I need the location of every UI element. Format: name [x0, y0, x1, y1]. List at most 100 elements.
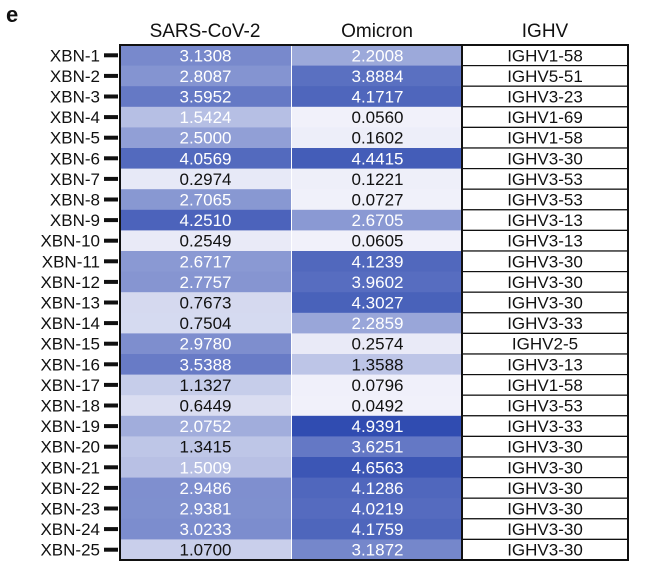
- heat-cell: [120, 189, 291, 211]
- heat-cell: [292, 477, 463, 499]
- cell-value: 1.1327: [180, 376, 232, 395]
- ighv-value: IGHV3-53: [507, 170, 583, 189]
- ighv-value: IGHV3-13: [507, 211, 583, 230]
- row-label: XBN-3: [50, 88, 100, 107]
- heat-cell: [120, 45, 291, 67]
- ighv-value: IGHV3-53: [507, 397, 583, 416]
- cell-value: 2.9780: [180, 335, 232, 354]
- ighv-value: IGHV3-33: [507, 417, 583, 436]
- cell-value: 2.8087: [180, 67, 232, 86]
- cell-value: 0.0560: [352, 108, 404, 127]
- row-label: XBN-10: [40, 232, 100, 251]
- heat-cell: [292, 374, 463, 396]
- cell-value: 4.1717: [352, 88, 404, 107]
- column-header-sars-cov-2: SARS-CoV-2: [149, 21, 261, 42]
- heat-cell: [120, 65, 291, 87]
- heat-cell: [292, 86, 463, 108]
- row-label: XBN-17: [40, 376, 100, 395]
- cell-value: 3.8884: [352, 67, 404, 86]
- row-label: XBN-13: [40, 294, 100, 313]
- ighv-value: IGHV3-30: [507, 252, 583, 271]
- heat-cell: [120, 415, 291, 437]
- heat-cell: [292, 457, 463, 479]
- row-label: XBN-5: [50, 129, 100, 148]
- cell-value: 4.1759: [352, 520, 404, 539]
- cell-value: 0.7673: [180, 294, 232, 313]
- heat-cell: [292, 189, 463, 211]
- ighv-value: IGHV1-58: [507, 376, 583, 395]
- cell-value: 1.5009: [180, 458, 232, 477]
- cell-value: 3.1872: [352, 541, 404, 560]
- ighv-value: IGHV2-5: [512, 335, 578, 354]
- cell-value: 2.5000: [180, 129, 232, 148]
- heat-cell: [120, 354, 291, 376]
- cell-value: 2.2859: [352, 314, 404, 333]
- cell-value: 4.0569: [180, 149, 232, 168]
- cell-value: 4.0219: [352, 500, 404, 519]
- cell-value: 0.2549: [180, 232, 232, 251]
- column-header-omicron: Omicron: [341, 21, 413, 42]
- cell-value: 0.2574: [352, 335, 404, 354]
- heat-cell: [292, 65, 463, 87]
- heat-cell: [120, 106, 291, 128]
- heat-cell: [292, 148, 463, 170]
- cell-value: 2.2008: [352, 46, 404, 65]
- column-header-ighv: IGHV: [521, 21, 569, 42]
- cell-value: 4.1239: [352, 252, 404, 271]
- heat-cell: [120, 333, 291, 355]
- cell-value: 4.2510: [180, 211, 232, 230]
- row-label: XBN-11: [42, 252, 100, 271]
- ighv-value: IGHV3-13: [507, 355, 583, 374]
- ighv-value: IGHV3-13: [507, 232, 583, 251]
- row-label: XBN-24: [40, 520, 100, 539]
- heat-cell: [292, 230, 463, 252]
- heat-cell: [120, 148, 291, 170]
- ighv-value: IGHV3-23: [507, 88, 583, 107]
- row-label: XBN-18: [40, 397, 100, 416]
- ighv-value: IGHV3-30: [507, 294, 583, 313]
- heat-cell: [120, 312, 291, 334]
- heat-cell: [120, 436, 291, 458]
- cell-value: 4.1286: [352, 479, 404, 498]
- ighv-value: IGHV3-30: [507, 438, 583, 457]
- heat-cell: [292, 395, 463, 417]
- ighv-value: IGHV3-30: [507, 479, 583, 498]
- heat-cell: [292, 498, 463, 520]
- heat-cell: [120, 251, 291, 273]
- row-label: XBN-2: [50, 67, 100, 86]
- ighv-value: IGHV3-30: [507, 149, 583, 168]
- cell-value: 0.0492: [352, 397, 404, 416]
- heat-cell: [292, 518, 463, 540]
- panel-label: e: [6, 2, 19, 27]
- ighv-value: IGHV5-51: [507, 67, 583, 86]
- row-label: XBN-21: [40, 458, 100, 477]
- cell-value: 2.7757: [180, 273, 232, 292]
- heat-cell: [120, 477, 291, 499]
- cell-value: 1.5424: [180, 108, 232, 127]
- cell-value: 3.0233: [180, 520, 232, 539]
- heat-cell: [292, 271, 463, 293]
- heat-cell: [292, 436, 463, 458]
- heat-cell: [120, 86, 291, 108]
- cell-value: 0.7504: [180, 314, 232, 333]
- cell-value: 4.6563: [352, 458, 404, 477]
- heat-cell: [120, 498, 291, 520]
- row-label: XBN-6: [50, 149, 100, 168]
- heat-cell: [120, 209, 291, 231]
- ighv-value: IGHV3-30: [507, 500, 583, 519]
- cell-value: 1.0700: [180, 541, 232, 560]
- ighv-value: IGHV3-53: [507, 191, 583, 210]
- cell-value: 3.5388: [180, 355, 232, 374]
- row-label: XBN-12: [40, 273, 100, 292]
- cell-value: 4.9391: [352, 417, 404, 436]
- heat-cell: [292, 209, 463, 231]
- heat-cell: [120, 457, 291, 479]
- cell-value: 4.3027: [352, 294, 404, 313]
- row-label: XBN-19: [40, 417, 100, 436]
- heat-cell: [120, 292, 291, 314]
- heat-cell: [292, 45, 463, 67]
- heat-cell: [292, 354, 463, 376]
- heat-cell: [120, 539, 291, 561]
- row-label: XBN-9: [50, 211, 100, 230]
